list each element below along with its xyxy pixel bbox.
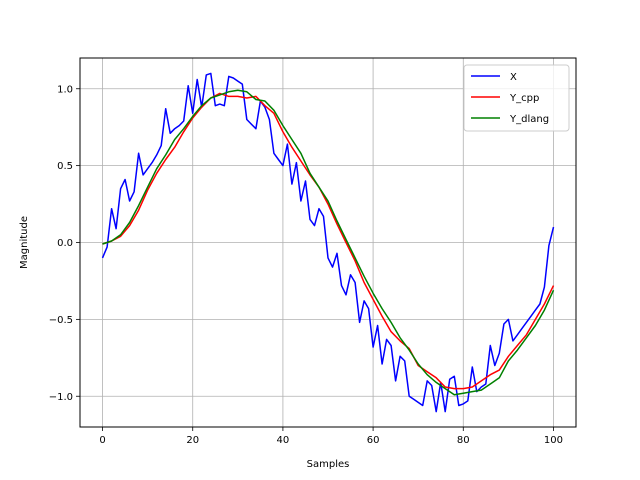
legend-label-y-dlang: Y_dlang xyxy=(509,114,549,125)
y-tick-label: −0.5 xyxy=(49,315,73,326)
legend-label-x: X xyxy=(510,72,517,83)
x-tick-label: 60 xyxy=(367,435,380,446)
legend-label-y-cpp: Y_cpp xyxy=(509,93,539,104)
y-tick-label: 0.0 xyxy=(57,238,73,249)
x-tick-label: 100 xyxy=(544,435,563,446)
series-line-y-cpp xyxy=(102,92,555,390)
x-axis-label: Samples xyxy=(307,459,350,470)
series-line-y-dlang xyxy=(102,89,555,396)
x-tick-label: 40 xyxy=(277,435,290,446)
y-tick-label: 1.0 xyxy=(57,84,73,95)
series-lines xyxy=(101,72,555,413)
legend: X Y_cpp Y_dlang xyxy=(463,64,570,132)
y-tick-label: 0.5 xyxy=(57,161,73,172)
x-tick-label: 80 xyxy=(457,435,470,446)
x-tick-label: 20 xyxy=(186,435,199,446)
y-axis-label: Magnitude xyxy=(19,216,30,269)
y-tick-label: −1.0 xyxy=(49,392,73,403)
axis-ticks: 0 20 40 60 80 100 −1.0 −0.5 0.0 0.5 1.0 xyxy=(49,84,563,446)
legend-box xyxy=(463,64,570,132)
x-tick-label: 0 xyxy=(99,435,105,446)
